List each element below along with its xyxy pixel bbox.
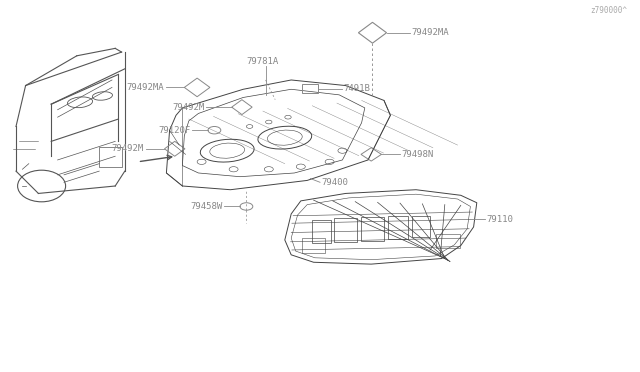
Text: 7491B: 7491B — [344, 84, 371, 93]
Bar — [388, 216, 408, 239]
Text: z790000^: z790000^ — [590, 6, 627, 15]
Text: 79120F: 79120F — [159, 126, 191, 135]
Text: 79781A: 79781A — [246, 57, 278, 66]
Text: 79110: 79110 — [486, 215, 513, 224]
Text: 79492M: 79492M — [112, 144, 144, 153]
Bar — [335, 218, 357, 242]
Text: 79492M: 79492M — [173, 103, 205, 112]
Bar — [302, 84, 317, 93]
Bar — [412, 216, 430, 237]
Bar — [302, 238, 325, 253]
Text: 79498N: 79498N — [401, 150, 433, 159]
Bar — [312, 220, 331, 243]
Text: 79492MA: 79492MA — [412, 28, 449, 37]
Bar — [361, 217, 384, 241]
Text: 79492MA: 79492MA — [127, 83, 164, 92]
Bar — [99, 147, 122, 167]
Bar — [436, 234, 460, 248]
Text: 79400: 79400 — [321, 178, 348, 187]
Text: 79458W: 79458W — [191, 202, 223, 211]
